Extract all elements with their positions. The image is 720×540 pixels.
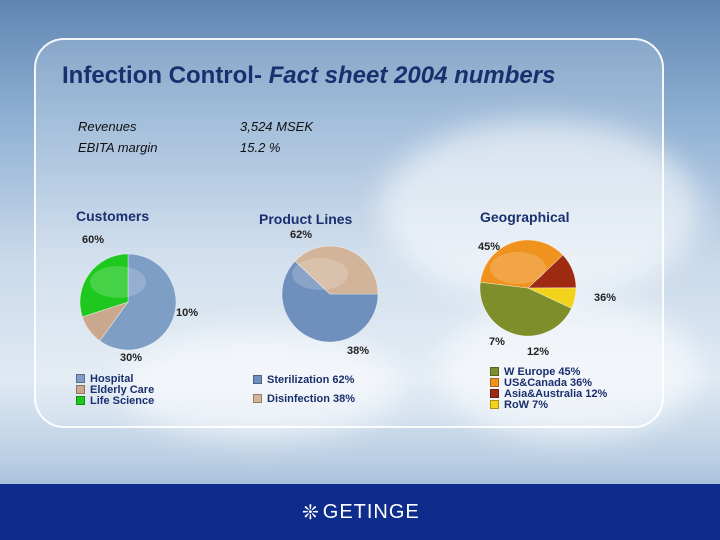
legend-swatch: [76, 396, 85, 405]
pie-slice-sterilization: [281, 260, 379, 343]
metric-ebita-label: EBITA margin: [78, 140, 158, 155]
legend-item: RoW 7%: [490, 398, 607, 411]
legend-label: Hospital: [90, 372, 134, 385]
legend-item: Hospital: [76, 372, 154, 385]
legend-item: Asia&Australia 12%: [490, 387, 608, 400]
customers-label-life: 30%: [120, 352, 143, 364]
brand-name: GETINGE: [322, 501, 420, 523]
title-main: Infection Control-: [62, 62, 262, 89]
footer-bar: [0, 484, 720, 540]
product-lines-legend: Sterilization 62% Disinfection 38%: [253, 373, 355, 405]
metric-revenues-label: Revenues: [78, 119, 137, 134]
legend-item: Life Science: [76, 394, 155, 407]
legend-label: Asia&Australia 12%: [504, 387, 608, 400]
metric-ebita-value: 15.2 %: [240, 140, 281, 155]
pie-highlight: [90, 266, 146, 298]
legend-label: Sterilization 62%: [267, 373, 355, 386]
customers-label-hospital: 60%: [82, 234, 105, 246]
content-panel: [34, 38, 664, 428]
customers-pie-chart: [79, 253, 177, 351]
product-lines-label-disinfection: 38%: [347, 345, 370, 357]
legend-swatch: [490, 400, 499, 409]
legend-label: W Europe 45%: [504, 365, 581, 378]
legend-swatch: [76, 374, 85, 383]
pie-slice-us-canada: [480, 239, 564, 289]
legend-swatch: [76, 385, 85, 394]
pie-highlight: [490, 252, 546, 284]
legend-item: Sterilization 62%: [253, 373, 355, 386]
customers-chart-title: Customers: [76, 208, 150, 224]
pie-slice-row: [527, 287, 577, 309]
getinge-logo: ❊ GETINGE: [302, 500, 420, 525]
geographical-legend: W Europe 45% US&Canada 36% Asia&Australi…: [490, 365, 608, 411]
customers-legend: Hospital Elderly Care Life Science: [76, 372, 155, 407]
legend-swatch: [253, 394, 262, 403]
legend-item: Disinfection 38%: [253, 392, 355, 405]
legend-swatch: [490, 367, 499, 376]
metric-revenues-value: 3,524 MSEK: [240, 119, 313, 134]
snowflake-icon: ❊: [302, 502, 320, 524]
legend-item: US&Canada 36%: [490, 376, 607, 389]
geographical-pie-chart: [479, 239, 577, 337]
legend-label: Elderly Care: [90, 383, 155, 396]
product-lines-chart-title: Product Lines: [259, 211, 353, 227]
pie-slice-life-science: [79, 253, 129, 318]
product-lines-label-sterilization: 62%: [290, 229, 313, 241]
legend-item: W Europe 45%: [490, 365, 607, 378]
page-title: Infection Control- Fact sheet 2004 numbe…: [62, 62, 555, 90]
pie-highlight: [292, 258, 348, 290]
geographical-label-uscanada: 36%: [594, 292, 617, 304]
geographical-chart-title: Geographical: [480, 209, 570, 225]
legend-label: Life Science: [90, 394, 155, 407]
background-cloud: [120, 330, 400, 440]
customers-label-elderly: 10%: [176, 307, 199, 319]
geographical-label-row: 7%: [489, 336, 505, 348]
title-italic: Fact sheet 2004 numbers: [268, 62, 556, 89]
pie-slice-hospital: [99, 253, 177, 351]
geographical-label-asia: 12%: [527, 346, 550, 358]
legend-swatch: [253, 375, 262, 384]
legend-label: Disinfection 38%: [267, 392, 356, 405]
pie-slice-disinfection: [294, 245, 379, 295]
legend-label: RoW 7%: [504, 398, 548, 411]
product-lines-pie-chart: [281, 245, 379, 343]
legend-swatch: [490, 378, 499, 387]
pie-slice-w-europe: [479, 281, 572, 337]
legend-item: Elderly Care: [76, 383, 155, 396]
geographical-label-weurope: 45%: [478, 241, 501, 253]
legend-label: US&Canada 36%: [504, 376, 593, 389]
legend-swatch: [490, 389, 499, 398]
